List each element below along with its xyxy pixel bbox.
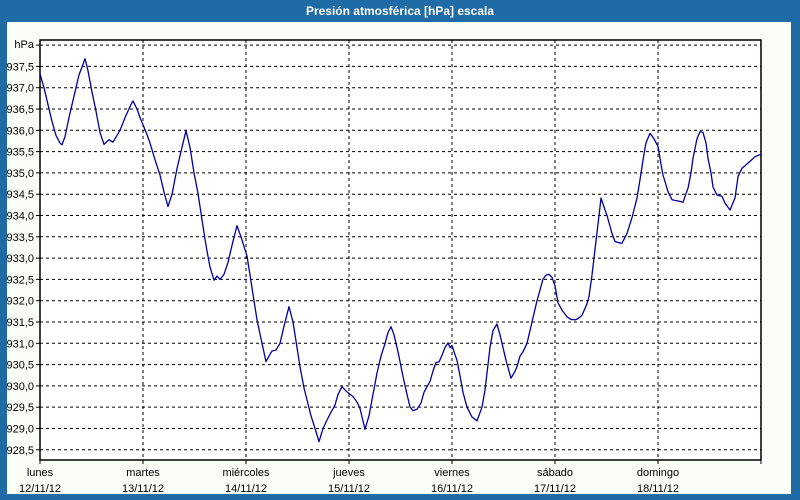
y-axis-tick-label: 933,5 [7,232,34,244]
pressure-line [39,58,762,443]
y-axis-tick-label: 931,5 [7,317,34,329]
x-axis-date-label: 18/11/12 [637,483,679,494]
y-axis-tick-label: 935,5 [7,147,34,159]
y-axis-tick-label: 934,0 [7,210,34,222]
y-axis-tick-label: 930,5 [7,360,34,372]
y-axis-tick-label: 932,0 [7,296,34,308]
x-axis-day-label: jueves [332,467,365,479]
x-axis-date-label: 17/11/12 [534,483,576,494]
x-axis-day-label: domingo [637,467,679,479]
y-axis-tick-label: 936,5 [7,104,34,116]
y-axis-tick-label: 935,0 [7,168,34,180]
y-axis-unit-label: hPa [14,39,34,51]
x-axis-date-label: 14/11/12 [225,483,267,494]
y-axis-tick-label: 936,0 [7,125,34,137]
y-axis-tick-label: 929,0 [7,423,34,435]
x-axis-day-label: martes [126,467,160,479]
y-axis-tick-label: 937,0 [7,83,34,95]
x-axis-date-label: 13/11/12 [122,483,164,494]
y-axis-tick-label: 934,5 [7,189,34,201]
y-axis-tick-label: 930,0 [7,381,34,393]
page-title: Presión atmosférica [hPa] escala [305,4,495,18]
title-bar: Presión atmosférica [hPa] escala [0,0,800,22]
x-axis-day-label: miércoles [222,467,270,479]
x-axis-day-label: sábado [537,467,573,479]
x-axis-day-label: viernes [434,467,470,479]
x-axis-day-label: lunes [27,467,54,479]
x-axis-date-label: 12/11/12 [19,483,61,494]
plot-frame [39,39,762,461]
plot-area [40,40,761,460]
y-axis-tick-label: 929,5 [7,402,34,414]
chart-panel: hPa 937,5 937,0 936,5 936,0 935,5 935,0 934,5 93… [6,22,791,495]
y-axis-tick-label: 933,0 [7,253,34,265]
pressure-chart: hPa 937,5 937,0 936,5 936,0 935,5 935,0 934,5 93… [6,39,762,495]
y-axis-tick-label: 928,5 [7,445,34,457]
y-axis-tick-label: 932,5 [7,274,34,286]
y-axis-tick-label: 931,0 [7,338,34,350]
x-axis-date-label: 15/11/12 [328,483,370,494]
y-axis-tick-label: 937,5 [7,61,34,73]
x-axis-date-label: 16/11/12 [431,483,473,494]
